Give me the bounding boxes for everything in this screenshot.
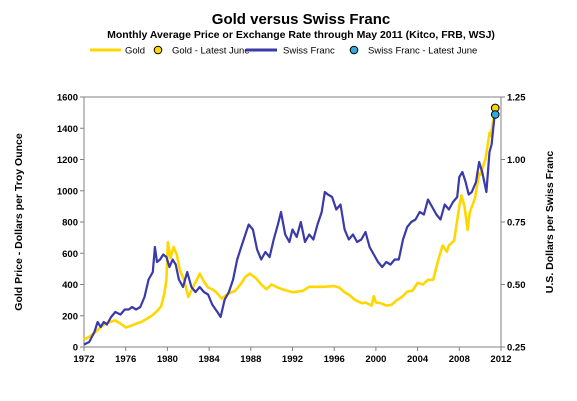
legend-label: Swiss Franc: [283, 46, 335, 57]
y-tick-label-left: 400: [62, 280, 78, 291]
marker-swiss-franc-latest-june: [490, 110, 500, 119]
x-tick-label: 1984: [199, 354, 221, 365]
y-tick-label-left: 800: [62, 218, 78, 229]
legend-label: Gold: [125, 46, 145, 57]
x-tick-label: 1972: [73, 354, 94, 365]
y-tick-label-right: 0.50: [507, 280, 526, 291]
y-tick-label-right: 1.25: [507, 93, 526, 104]
plot-area: [83, 96, 502, 348]
legend: Gold Gold - Latest June Swiss Franc Swiss F…: [90, 46, 477, 57]
legend-label: Swiss Franc - Latest June: [368, 46, 477, 57]
legend-item: Swiss Franc: [246, 46, 335, 57]
series-line-gold: [83, 112, 496, 341]
y-axis-left: 0 200 400 600 800 1000 1200 1400 1600: [57, 93, 84, 354]
x-tick-label: 1980: [157, 354, 178, 365]
legend-item: Gold: [90, 46, 145, 57]
x-tick-label: 2004: [407, 354, 429, 365]
y-axis-title-right: U.S. Dollars per Swiss Franc: [544, 151, 556, 294]
y-tick-label-left: 200: [62, 311, 78, 322]
y-tick-label-left: 0: [73, 343, 78, 354]
x-tick-label: 1988: [240, 354, 261, 365]
legend-label: Gold - Latest June: [172, 46, 250, 57]
y-tick-label-left: 1600: [57, 93, 78, 104]
y-tick-label-right: 0.75: [507, 218, 526, 229]
y-tick-label-left: 1400: [57, 124, 78, 135]
x-tick-label: 1976: [115, 354, 136, 365]
y-tick-label-left: 600: [62, 249, 78, 260]
y-tick-label-left: 1200: [57, 155, 78, 166]
legend-item: Gold - Latest June: [153, 45, 250, 57]
x-tick-label: 1992: [282, 354, 303, 365]
legend-swatch-marker: [349, 45, 359, 55]
y-axis-title-left: Gold Price - Dollars per Troy Ounce: [13, 133, 25, 311]
legend-item: Swiss Franc - Latest June: [349, 45, 477, 57]
series-line-swiss-franc: [83, 114, 496, 346]
y-tick-label-right: 0.25: [507, 343, 526, 354]
plot-frame: [83, 96, 502, 348]
y-tick-label-left: 1000: [57, 186, 78, 197]
y-axis-right: 0.25 0.50 0.75 1.00 1.25: [501, 93, 526, 354]
series-layer: [83, 103, 500, 346]
x-tick-label: 2008: [449, 354, 470, 365]
x-tick-label: 2012: [490, 354, 511, 365]
x-axis: 1972 1976 1980 1984 1988 1992 1996 2000 2004 2008…: [73, 347, 512, 365]
x-tick-label: 2000: [365, 354, 386, 365]
legend-swatch-marker: [153, 45, 163, 55]
y-tick-label-right: 1.00: [507, 155, 526, 166]
chart-subtitle: Monthly Average Price or Exchange Rate t…: [107, 29, 495, 41]
x-tick-label: 1996: [324, 354, 345, 365]
chart-title: Gold versus Swiss Franc: [212, 11, 390, 28]
